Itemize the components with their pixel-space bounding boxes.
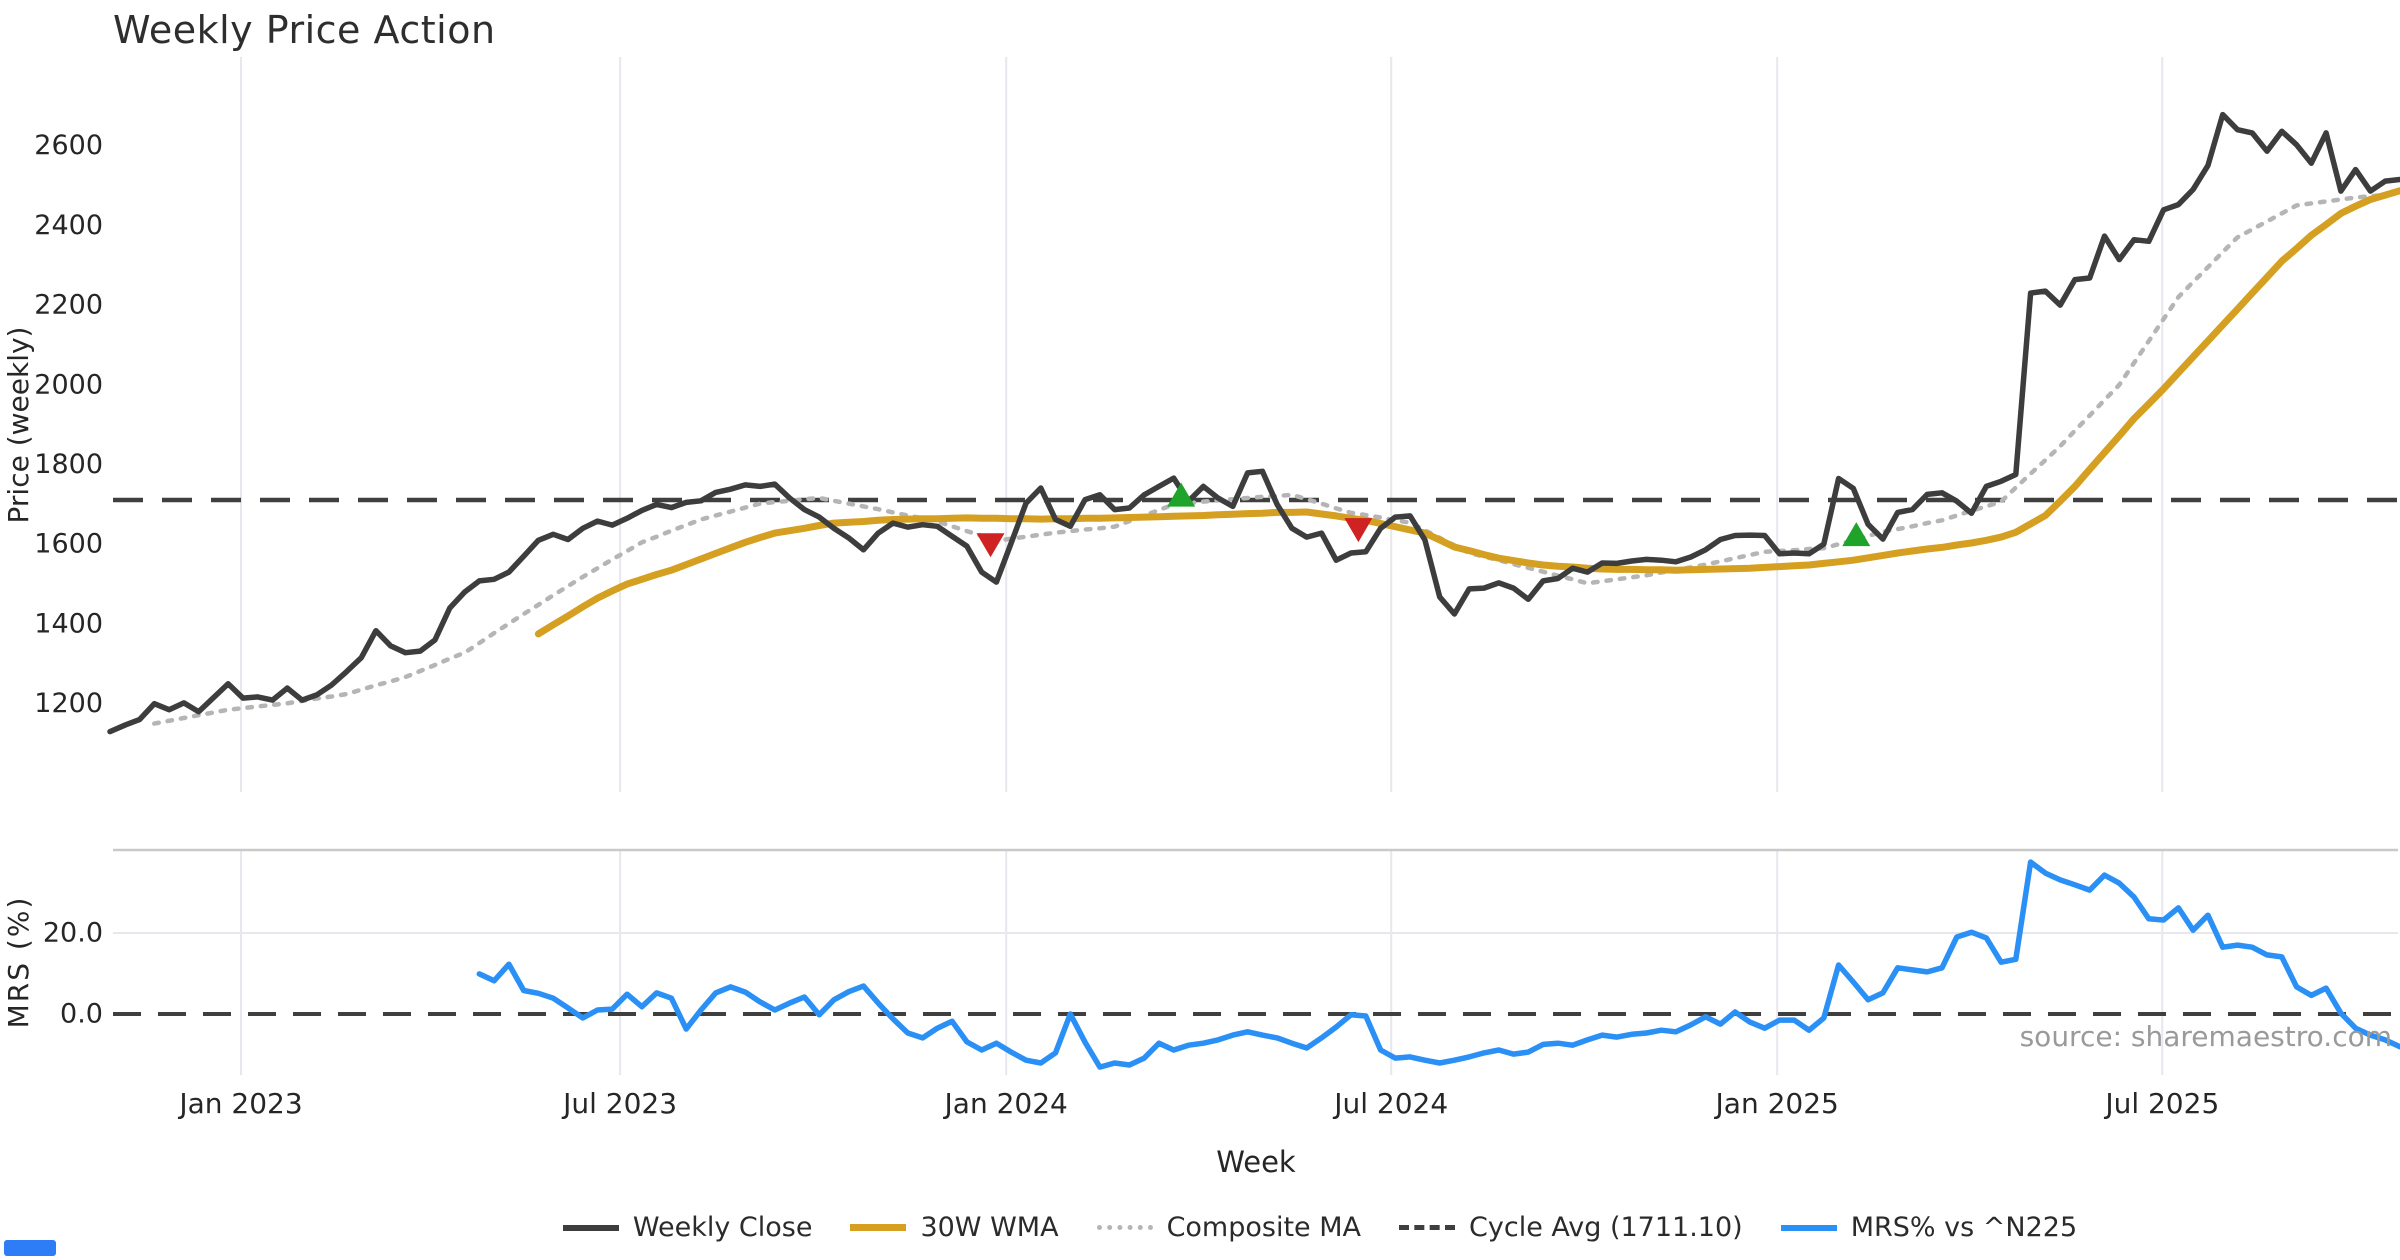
x-tick-label: Jan 2024 (943, 1087, 1068, 1120)
sell-marker-icon (1344, 518, 1373, 543)
weekly-close-line (107, 111, 2400, 735)
x-tick-label: Jul 2023 (561, 1087, 677, 1120)
legend: Weekly Close 30W WMA Composite MA Cycle … (120, 1212, 2400, 1243)
legend-label: Cycle Avg (1711.10) (1469, 1212, 1743, 1243)
sell-marker-icon (976, 533, 1005, 558)
mrs-axis-label: MRS (%) (2, 896, 35, 1029)
price-y-tick-label: 1600 (34, 529, 103, 560)
price-y-tick-label: 1800 (34, 449, 103, 480)
x-tick-label: Jul 2025 (2103, 1087, 2219, 1120)
x-tick-label: Jul 2024 (1332, 1087, 1448, 1120)
mrs-y-tick-label: 0.0 (60, 999, 103, 1030)
price-y-tick-label: 1200 (34, 688, 103, 719)
legend-label: Weekly Close (632, 1212, 813, 1243)
buy-marker-icon (1842, 522, 1871, 547)
price-y-tick-label: 2600 (34, 130, 103, 161)
source-credit: source: sharemaestro.com (2020, 1020, 2392, 1053)
wma-line-swatch (850, 1224, 907, 1231)
x-tick-label: Jan 2025 (1714, 1087, 1839, 1120)
signal-markers (976, 482, 1871, 558)
weekly-close-line-swatch (562, 1224, 619, 1231)
x-tick-label: Jan 2023 (177, 1087, 302, 1120)
composite-ma-line-swatch (1096, 1225, 1153, 1230)
price-y-tick-label: 2400 (34, 210, 103, 241)
chart-title: Weekly Price Action (113, 8, 496, 52)
composite-ma-line (152, 191, 2400, 726)
gridlines (113, 57, 2398, 1075)
footer-badge (4, 1240, 56, 1256)
price-y-tick-label: 2200 (34, 290, 103, 321)
price-y-tick-label: 1400 (34, 608, 103, 639)
legend-label: Composite MA (1166, 1212, 1362, 1243)
legend-item-cycle-avg: Cycle Avg (1711.10) (1399, 1212, 1743, 1243)
week-axis-label: Week (1216, 1145, 1296, 1179)
cycle-avg-line-swatch (1399, 1225, 1456, 1230)
buy-marker-icon (1167, 482, 1196, 507)
axis-tick-labels: Jan 2023 Jul 2023 Jan 2024 Jul 2024 Jan 2025… (34, 130, 2219, 1120)
mrs-line-swatch (1780, 1224, 1837, 1231)
legend-item-weekly-close: Weekly Close (562, 1212, 813, 1243)
mrs-y-tick-label: 20.0 (43, 918, 103, 949)
legend-item-30w-wma: 30W WMA (850, 1212, 1059, 1243)
price-axis-label: Price (weekly) (2, 327, 35, 524)
price-y-tick-label: 2000 (34, 369, 103, 400)
mrs-line (476, 859, 2400, 1070)
legend-label: 30W WMA (920, 1212, 1059, 1243)
legend-label: MRS% vs ^N225 (1850, 1212, 2078, 1243)
wma-line (534, 187, 2400, 638)
legend-item-mrs: MRS% vs ^N225 (1780, 1212, 2078, 1243)
series-lines (107, 111, 2400, 1070)
legend-item-composite-ma: Composite MA (1096, 1212, 1362, 1243)
